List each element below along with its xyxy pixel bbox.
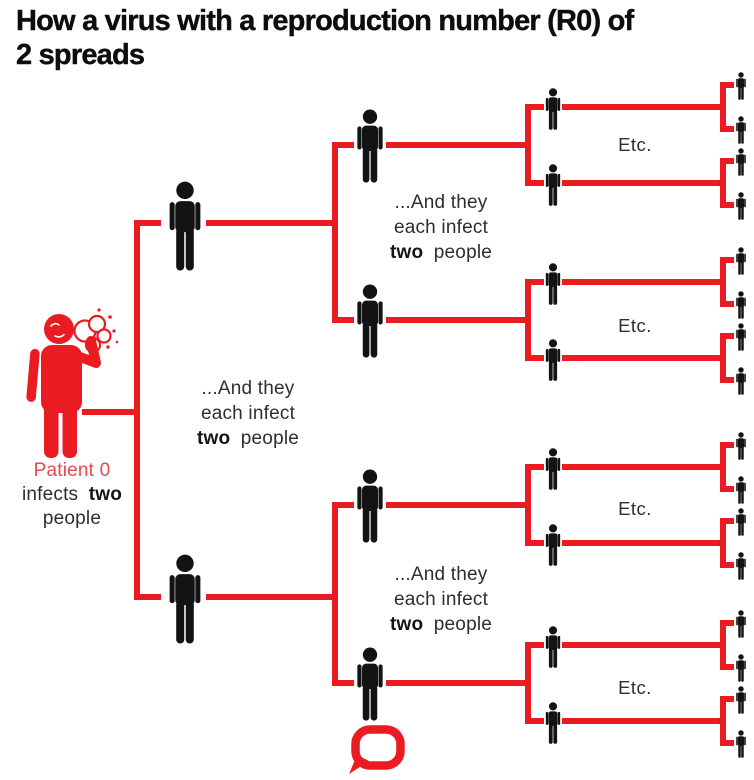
gen2-connector-lines bbox=[332, 142, 531, 686]
person-icon bbox=[736, 291, 746, 319]
gen1-connector-lines bbox=[82, 220, 338, 600]
branch-caption-gen2-top: ...And they each infect two people bbox=[390, 192, 492, 263]
page-title: How a virus with a reproduction number (… bbox=[16, 5, 635, 72]
branch-caption-people: people bbox=[434, 242, 492, 263]
person-icon bbox=[357, 647, 383, 721]
etc-label: Etc. bbox=[618, 677, 652, 698]
patient-zero-caption: Patient 0 infects two people bbox=[22, 460, 122, 529]
person-icon bbox=[736, 610, 746, 638]
branch-caption-two: two bbox=[197, 428, 230, 449]
person-icon bbox=[736, 323, 746, 351]
patient-caption-people: people bbox=[43, 508, 101, 529]
person-icon bbox=[545, 263, 561, 305]
patient-torso bbox=[41, 345, 82, 413]
person-icon bbox=[736, 367, 746, 395]
patient-left-leg bbox=[44, 403, 59, 458]
person-icon bbox=[545, 524, 561, 566]
person-icon bbox=[545, 88, 561, 130]
etc-label: Etc. bbox=[618, 315, 652, 336]
generation-2-figures bbox=[357, 109, 383, 721]
branch-caption-line3: two people bbox=[197, 428, 299, 449]
person-icon bbox=[736, 476, 746, 504]
person-icon bbox=[736, 116, 746, 144]
person-icon bbox=[545, 164, 561, 206]
patient-raised-arm bbox=[70, 336, 101, 368]
branch-caption-two: two bbox=[390, 242, 423, 263]
person-icon bbox=[736, 432, 746, 460]
patient-zero-icon bbox=[26, 308, 119, 458]
person-icon bbox=[545, 339, 561, 381]
generation-1-figures bbox=[169, 181, 201, 644]
etc-label: Etc. bbox=[618, 134, 652, 155]
branch-caption-people: people bbox=[434, 614, 492, 635]
gen4-bracket-lines bbox=[720, 82, 734, 746]
person-icon bbox=[736, 508, 746, 536]
person-icon bbox=[736, 72, 746, 100]
patient-caption-two: two bbox=[89, 484, 122, 505]
patient-caption-line3: people bbox=[43, 508, 101, 529]
person-icon bbox=[357, 284, 383, 358]
person-icon bbox=[545, 702, 561, 744]
patient-caption-infects: infects bbox=[22, 484, 78, 505]
gen3-connector-lines bbox=[525, 104, 726, 724]
person-icon bbox=[169, 554, 201, 644]
person-icon bbox=[736, 148, 746, 176]
branch-caption-line1: ...And they bbox=[394, 564, 487, 585]
branch-caption-line1: ...And they bbox=[394, 192, 487, 213]
person-icon bbox=[736, 654, 746, 682]
branch-caption-gen1: ...And they each infect two people bbox=[197, 378, 299, 449]
patient-smile bbox=[54, 333, 65, 338]
branch-caption-line3: two people bbox=[390, 614, 492, 635]
person-icon bbox=[736, 247, 746, 275]
branch-caption-two: two bbox=[390, 614, 423, 635]
branch-caption-line3: two people bbox=[390, 242, 492, 263]
person-icon bbox=[736, 730, 746, 758]
generation-3-figures bbox=[545, 88, 561, 744]
patient-left-arm bbox=[26, 349, 40, 402]
branch-caption-line2: each infect bbox=[394, 589, 489, 610]
branch-caption-line1: ...And they bbox=[201, 378, 294, 399]
person-icon bbox=[545, 626, 561, 668]
patient-caption-line2: infects two bbox=[22, 484, 122, 505]
person-icon bbox=[545, 448, 561, 490]
person-icon bbox=[169, 181, 201, 271]
speech-bubble-logo-icon bbox=[349, 725, 405, 774]
generation-4-figures bbox=[736, 72, 746, 758]
patient-caption-line1: Patient 0 bbox=[34, 460, 111, 481]
patient-right-leg bbox=[62, 403, 77, 458]
patient-eye bbox=[50, 322, 60, 327]
patient-caption-name: Patient 0 bbox=[34, 460, 111, 481]
person-icon bbox=[357, 109, 383, 183]
etc-label: Etc. bbox=[618, 498, 652, 519]
etc-labels: Etc. Etc. Etc. Etc. bbox=[618, 134, 652, 698]
branch-caption-line2: each infect bbox=[394, 217, 489, 238]
patient-head bbox=[44, 314, 74, 344]
tree-connectors bbox=[82, 82, 734, 746]
person-icon bbox=[736, 686, 746, 714]
branch-caption-people: people bbox=[241, 428, 299, 449]
branch-caption-line2: each infect bbox=[201, 403, 296, 424]
person-icon bbox=[736, 552, 746, 580]
person-icon bbox=[736, 192, 746, 220]
branch-caption-gen2-bottom: ...And they each infect two people bbox=[390, 564, 492, 635]
person-icon bbox=[357, 469, 383, 543]
